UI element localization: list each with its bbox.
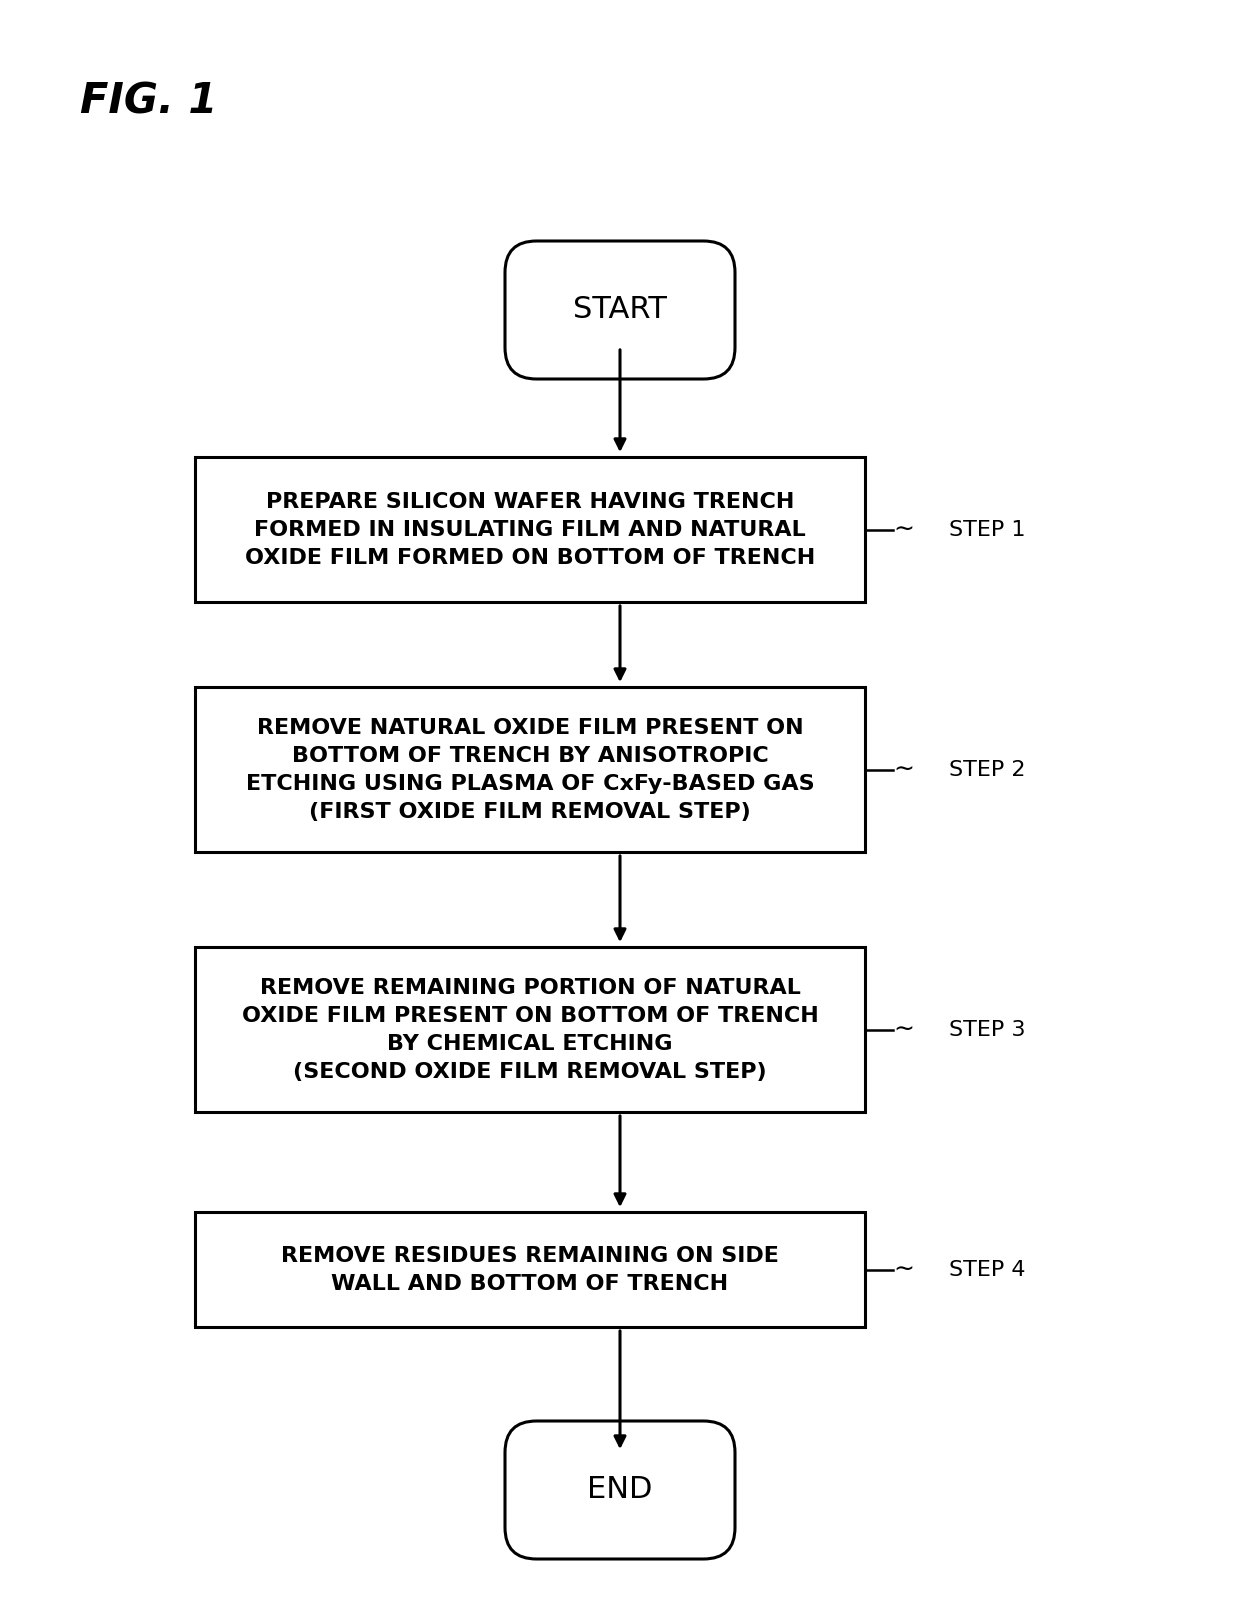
FancyBboxPatch shape — [505, 242, 735, 378]
Text: FIG. 1: FIG. 1 — [81, 80, 217, 122]
Text: START: START — [573, 296, 667, 325]
Text: STEP 4: STEP 4 — [949, 1261, 1025, 1280]
Text: ∼: ∼ — [893, 1257, 914, 1282]
Text: ∼: ∼ — [893, 518, 914, 543]
Text: REMOVE RESIDUES REMAINING ON SIDE
WALL AND BOTTOM OF TRENCH: REMOVE RESIDUES REMAINING ON SIDE WALL A… — [281, 1246, 779, 1294]
Bar — [195, 457, 866, 602]
Bar — [195, 687, 866, 853]
Text: REMOVE REMAINING PORTION OF NATURAL
OXIDE FILM PRESENT ON BOTTOM OF TRENCH
BY CH: REMOVE REMAINING PORTION OF NATURAL OXID… — [242, 977, 818, 1082]
Text: STEP 2: STEP 2 — [949, 760, 1025, 779]
Text: ∼: ∼ — [893, 1018, 914, 1042]
Bar — [195, 948, 866, 1113]
Text: ∼: ∼ — [893, 758, 914, 782]
Text: PREPARE SILICON WAFER HAVING TRENCH
FORMED IN INSULATING FILM AND NATURAL
OXIDE : PREPARE SILICON WAFER HAVING TRENCH FORM… — [244, 493, 815, 568]
Text: REMOVE NATURAL OXIDE FILM PRESENT ON
BOTTOM OF TRENCH BY ANISOTROPIC
ETCHING USI: REMOVE NATURAL OXIDE FILM PRESENT ON BOT… — [246, 718, 815, 823]
Text: STEP 1: STEP 1 — [949, 520, 1025, 539]
FancyBboxPatch shape — [505, 1422, 735, 1558]
Text: END: END — [588, 1475, 652, 1504]
Text: STEP 3: STEP 3 — [949, 1021, 1025, 1040]
Bar — [195, 1212, 866, 1328]
